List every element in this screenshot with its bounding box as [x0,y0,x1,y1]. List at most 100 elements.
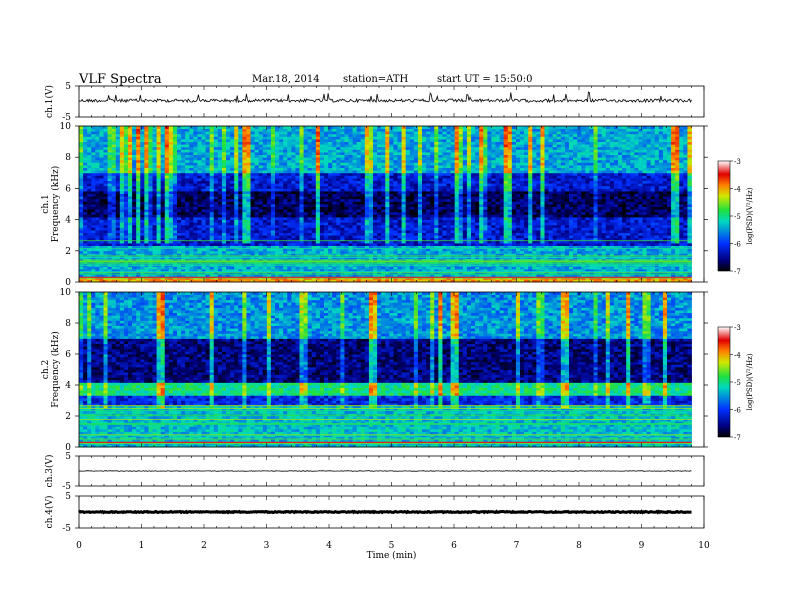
spectro-cell [626,230,631,233]
spectro-cell [242,250,247,254]
spectro-cell [168,230,174,233]
spectro-cell [564,232,570,236]
spectro-cell [613,209,619,213]
spectro-cell [201,274,206,278]
spectro-cell [454,250,460,254]
spectro-cell [177,235,182,239]
spectro-cell [213,204,219,207]
spectro-cell [462,271,468,275]
spectro-cell [569,198,574,202]
spectro-cell [226,201,231,205]
spectro-cell [275,243,280,246]
spectro-cell [605,227,611,231]
spectro-cell [177,201,182,205]
spectro-cell [687,206,692,210]
spectro-cell [442,269,447,272]
spectro-cell [605,198,611,202]
spectro-cell [675,235,680,239]
spectro-cell [119,209,125,213]
spectro-cell [397,240,402,244]
spectro-cell [634,217,639,220]
spectro-cell [417,198,423,202]
spectro-cell [136,245,141,249]
spectro-cell [160,196,166,200]
spectro-cell [336,245,341,249]
spectro-cell [520,271,525,275]
spectro-cell [324,232,329,236]
spectro-cell [495,224,500,228]
spectro-cell [197,232,202,236]
spectro-cell [687,237,692,241]
spectro-cell [618,232,623,236]
spectro-cell [487,250,492,254]
spectro-cell [422,245,427,249]
spectro-cell [99,201,104,205]
spectro-cell [197,211,202,215]
spectro-cell [413,204,419,207]
spectro-cell [552,219,558,223]
spectro-cell [573,230,578,233]
spectro-cell [258,198,264,202]
spectro-cell [111,198,117,202]
spectro-cell [348,196,353,200]
spectro-cell [377,248,382,252]
spectro-cell [193,253,198,257]
spectro-cell [201,198,206,202]
spectro-cell [671,214,676,218]
spectro-cell [254,248,260,252]
spectro-cell [479,204,484,207]
spectro-cell [87,248,92,252]
spectro-cell [250,279,255,283]
spectro-cell [295,235,300,239]
spectro-cell [128,232,133,236]
spectro-cell [381,206,386,210]
spectro-cell [283,196,288,200]
spectro-cell [409,243,415,246]
spectro-cell [291,217,296,220]
spectro-cell [503,240,509,244]
spectro-cell [397,196,402,200]
spectro-cell [107,224,113,228]
spectro-cell [246,279,251,283]
spectro-cell [213,201,219,205]
spectro-cell [532,219,537,223]
spectro-cell [221,253,227,257]
spectro-cell [217,222,223,226]
spectro-cell [234,196,239,200]
spectro-cell [544,240,549,244]
spectro-cell [393,204,398,207]
spectro-cell [111,266,117,270]
spectro-cell [360,235,366,239]
spectro-cell [687,248,692,252]
spectro-cell [291,243,296,246]
spectro-cell [626,274,631,278]
spectro-cell [650,214,656,218]
spectro-cell [79,243,84,246]
spectro-cell [287,237,292,241]
spectro-cell [336,271,341,275]
spectro-cell [107,245,113,249]
spectro-cell [475,243,480,246]
spectro-cell [107,266,113,270]
spectro-cell [401,201,407,205]
spectro-cell [217,248,223,252]
spectro-cell [552,214,558,218]
spectro-cell [123,237,129,241]
spectro-cell [515,279,521,283]
spectro-cell [528,217,533,220]
spectro-cell [283,253,288,257]
spectro-cell [91,230,96,233]
spectro-cell [123,279,129,283]
spectro-cell [156,245,162,249]
spectro-cell [679,269,684,272]
spectro-cell [393,245,398,249]
spectro-cell [499,240,505,244]
spectro-cell [662,217,668,220]
spectro-cell [654,214,660,218]
spectro-cell [413,209,419,213]
spectro-cell [528,209,533,213]
spectro-cell [413,269,419,272]
spectro-cell [569,209,574,213]
spectro-cell [140,211,145,215]
spectro-cell [503,235,509,239]
